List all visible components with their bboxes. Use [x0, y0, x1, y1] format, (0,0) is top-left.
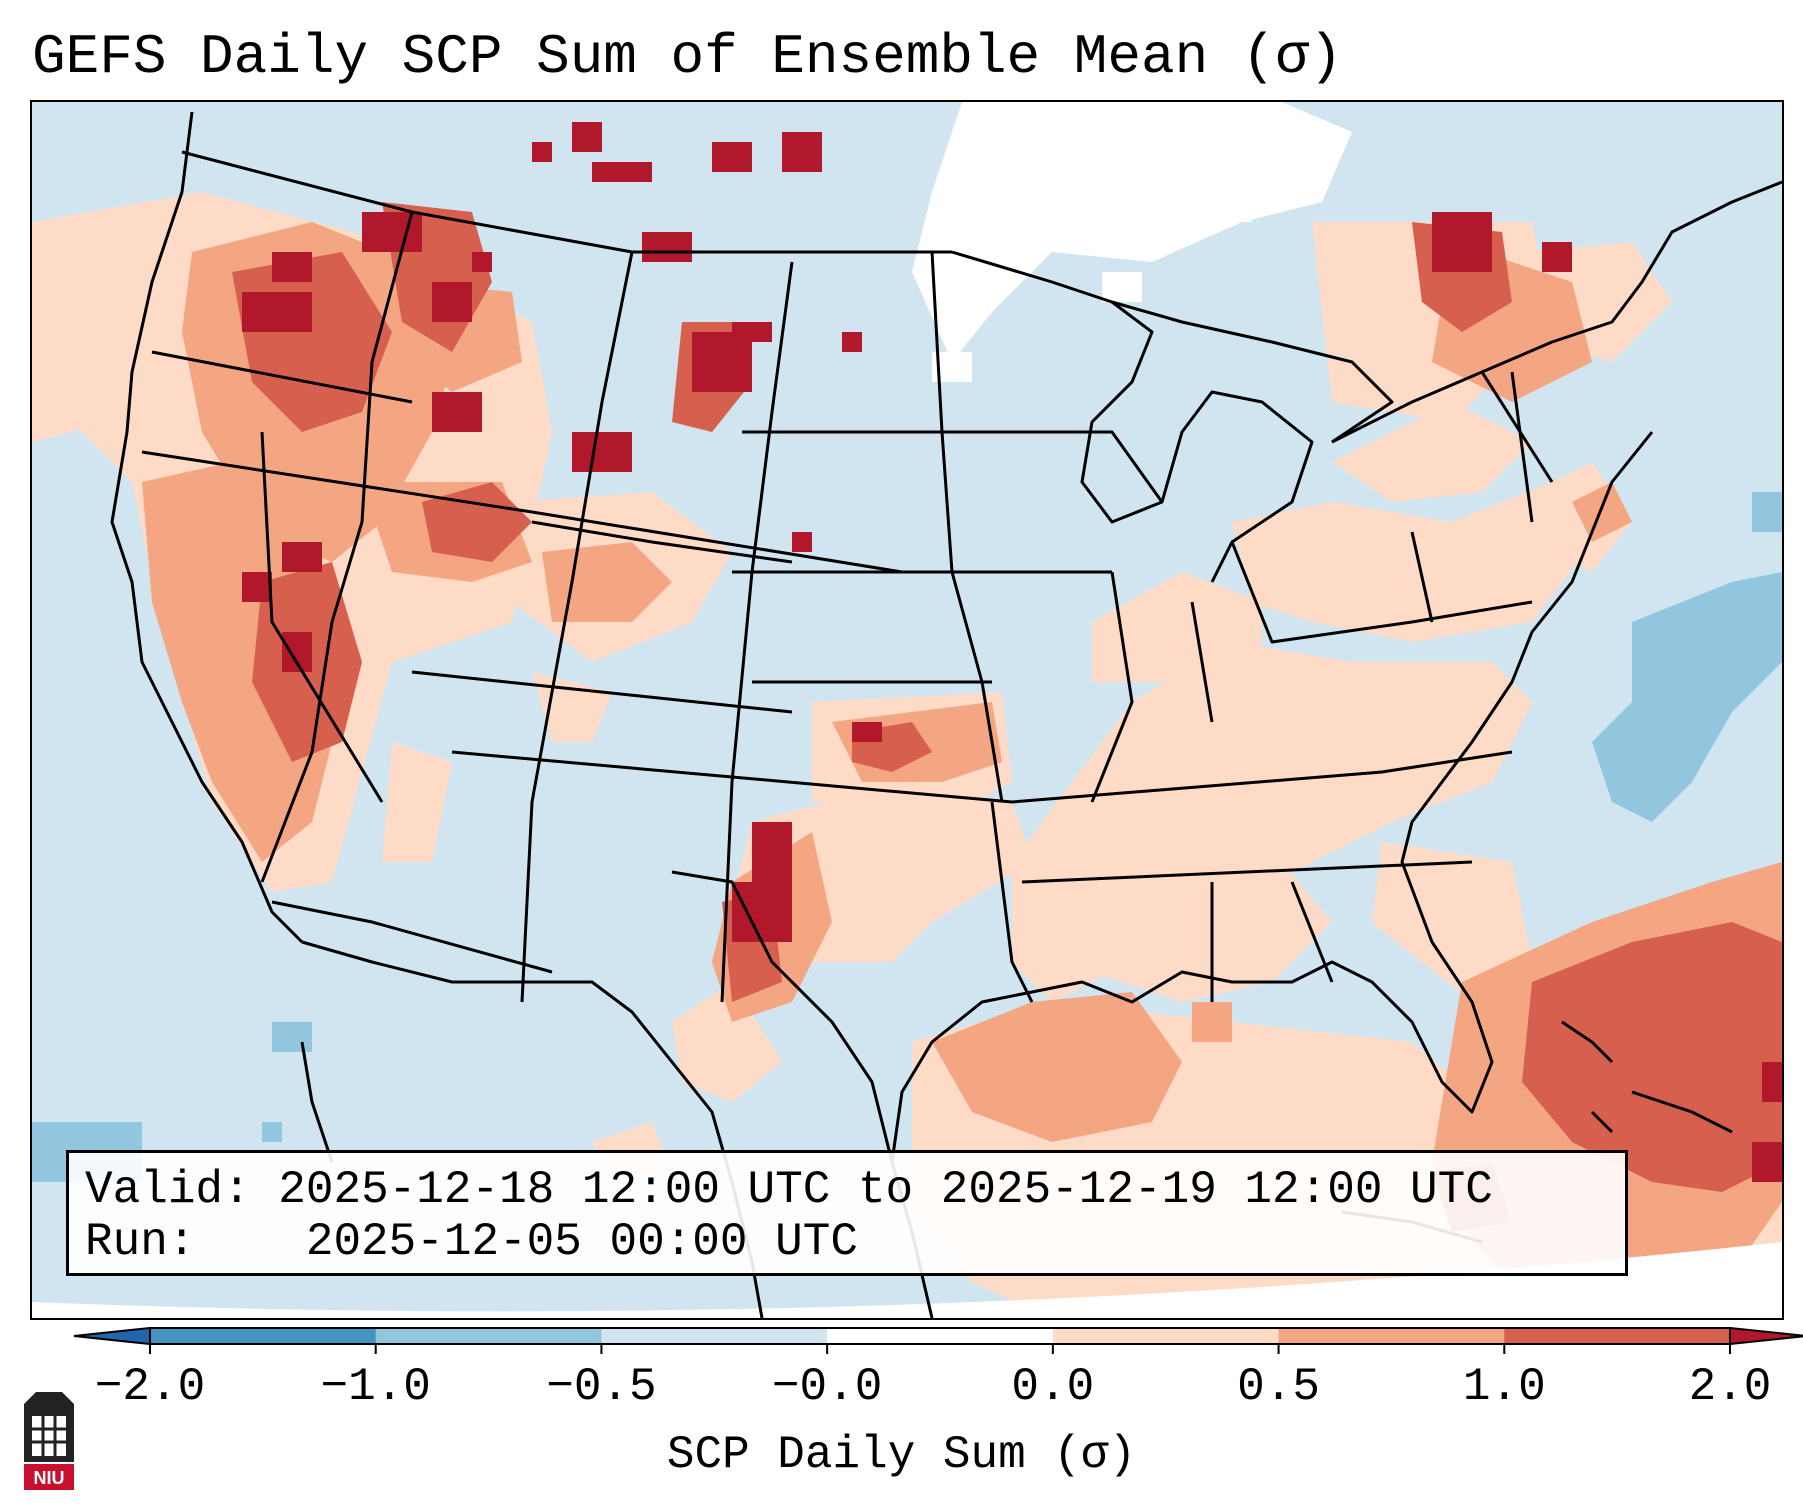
colorbar-tick-label: −1.0: [320, 1361, 431, 1413]
colorbar-bin: [1052, 1328, 1280, 1344]
colorbar-bin: [1278, 1328, 1505, 1344]
colorbar-bin: [150, 1328, 377, 1344]
colorbar-extend-low: [73, 1326, 151, 1346]
colorbar-bins: [73, 1326, 1803, 1354]
colorbar: [73, 1326, 1803, 1354]
logo-text: NIU: [34, 1468, 65, 1488]
niu-logo: NIU: [24, 1392, 74, 1490]
run-value: 2025-12-05 00:00 UTC: [305, 1216, 858, 1268]
colorbar-bin: [827, 1328, 1054, 1344]
run-time-line: Run: 2025-12-05 00:00 UTC: [85, 1215, 858, 1269]
map-title: GEFS Daily SCP Sum of Ensemble Mean (σ): [32, 25, 1343, 89]
colorbar-tick-label: −0.5: [546, 1361, 657, 1413]
colorbar-title: SCP Daily Sum (σ): [666, 1429, 1137, 1481]
colorbar-tick-label: −2.0: [94, 1361, 206, 1413]
valid-label: Valid:: [85, 1164, 251, 1216]
field-above-two: [242, 122, 1782, 1182]
map-panel: [30, 100, 1784, 1320]
valid-time-line: Valid: 2025-12-18 12:00 UTC to 2025-12-1…: [85, 1163, 1493, 1217]
scp-map: [32, 102, 1782, 1318]
colorbar-tick-label: 0.0: [1011, 1361, 1095, 1413]
colorbar-bin: [601, 1328, 828, 1344]
colorbar-bin: [1504, 1328, 1731, 1344]
state-boundaries: [110, 111, 1782, 1318]
domain-edge: [32, 1242, 1782, 1318]
valid-value: 2025-12-18 12:00 UTC to 2025-12-19 12:00…: [278, 1164, 1493, 1216]
colorbar-tick-label: 2.0: [1688, 1361, 1772, 1413]
colorbar-tick-label: 0.5: [1237, 1361, 1320, 1413]
colorbar-tick-label: −0.0: [771, 1361, 883, 1413]
colorbar-extend-high: [1729, 1326, 1803, 1346]
colorbar-frame: [149, 1327, 1731, 1345]
run-label: Run:: [85, 1216, 196, 1268]
colorbar-bin: [375, 1328, 602, 1344]
colorbar-tick-label: 1.0: [1462, 1361, 1546, 1413]
valid-run-info-box: Valid: 2025-12-18 12:00 UTC to 2025-12-1…: [66, 1150, 1628, 1276]
